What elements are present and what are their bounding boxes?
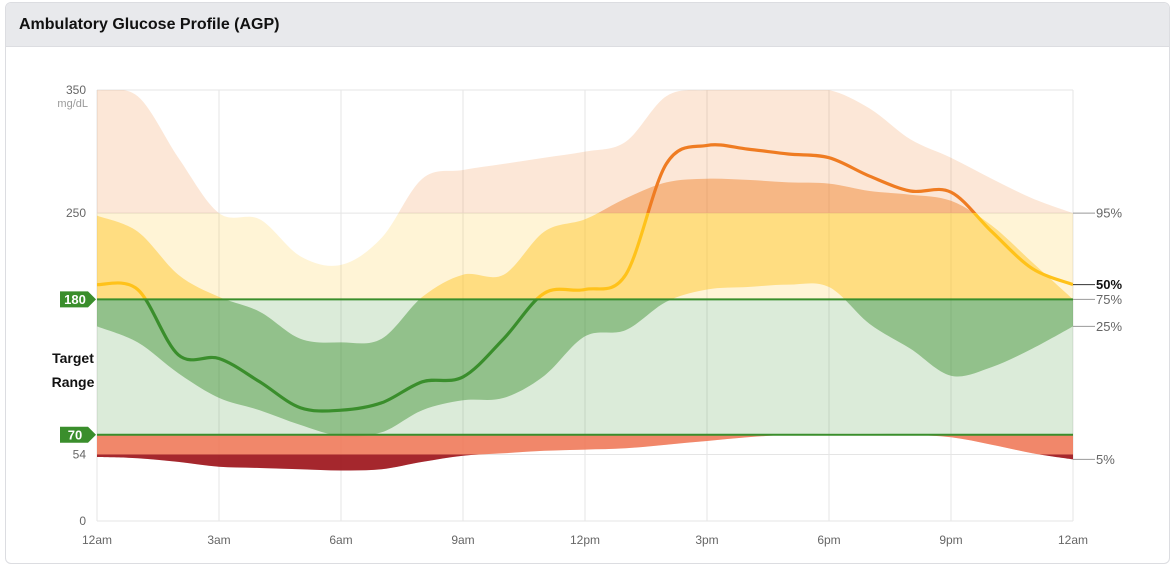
x-tick-label: 9am bbox=[451, 533, 474, 547]
band-5-95-high bbox=[97, 213, 1073, 300]
y-tick-label: 0 bbox=[79, 514, 86, 528]
median-line-in bbox=[143, 299, 540, 413]
percentile-label-p5: 5% bbox=[1096, 452, 1115, 467]
x-tick-label: 3pm bbox=[695, 533, 718, 547]
target-range-label-2: Range bbox=[52, 374, 95, 390]
panel-title: Ambulatory Glucose Profile (AGP) bbox=[19, 15, 280, 33]
target-low-tag: 70 bbox=[60, 426, 96, 443]
target-range-label-1: Target bbox=[52, 350, 94, 366]
y-tick-label: 54 bbox=[73, 448, 87, 462]
percentile-label-p50: 50% bbox=[1096, 277, 1122, 292]
band-25-75-vhigh bbox=[597, 178, 975, 214]
band-5-95-vhigh bbox=[97, 90, 1073, 214]
percentile-label-p95: 95% bbox=[1096, 206, 1122, 221]
x-tick-label: 6pm bbox=[817, 533, 840, 547]
band-25-75-high bbox=[97, 213, 1073, 300]
y-tick-label: 250 bbox=[66, 206, 86, 220]
y-unit-label: mg/dL bbox=[57, 98, 88, 110]
target-high-tag-label: 180 bbox=[64, 292, 86, 307]
y-tick-label: 350 bbox=[66, 83, 86, 97]
x-tick-label: 12pm bbox=[570, 533, 600, 547]
target-low-tag-label: 70 bbox=[68, 427, 82, 442]
x-tick-label: 3am bbox=[207, 533, 230, 547]
band-5-95-in bbox=[97, 299, 1073, 435]
percentile-label-p25: 25% bbox=[1096, 319, 1122, 334]
x-tick-label: 9pm bbox=[939, 533, 962, 547]
low-zone-fill bbox=[97, 434, 1073, 455]
median-line-vhigh bbox=[646, 143, 977, 214]
very-low-zone-fill bbox=[97, 454, 1073, 471]
target-high-tag-shape bbox=[60, 291, 96, 308]
band-25-75-in bbox=[97, 299, 1073, 435]
percentile-label-p75: 75% bbox=[1096, 292, 1122, 307]
x-tick-label: 12am bbox=[1058, 533, 1088, 547]
target-high-tag: 180 bbox=[60, 291, 96, 308]
agp-panel: Ambulatory Glucose Profile (AGP) bbox=[5, 2, 1170, 564]
x-tick-label: 12am bbox=[82, 533, 112, 547]
median-line-high bbox=[97, 213, 1073, 300]
target-low-tag-shape bbox=[60, 426, 96, 443]
x-tick-label: 6am bbox=[329, 533, 352, 547]
panel-header: Ambulatory Glucose Profile (AGP) bbox=[6, 3, 1169, 47]
